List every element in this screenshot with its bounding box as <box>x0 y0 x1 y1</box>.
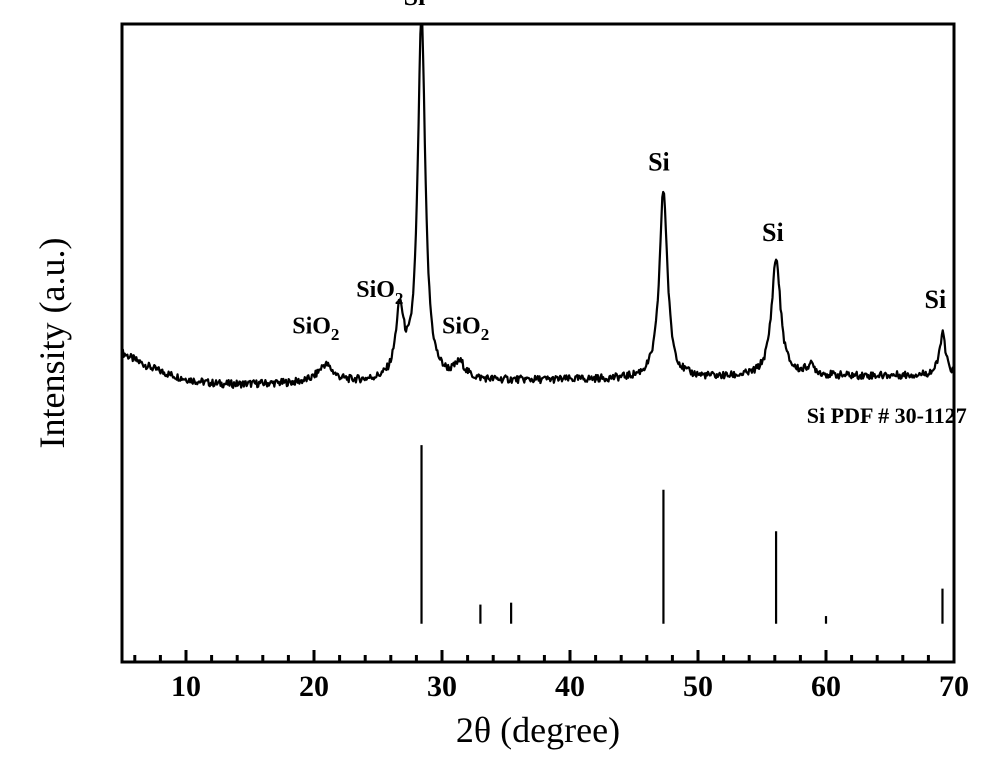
peak-label: Si <box>404 0 426 11</box>
peak-label: Si <box>648 148 670 177</box>
chart-svg: 10 20 30 40 50 60 70 2θ (degree) Intensity (a.u.… <box>0 0 1000 772</box>
x-tick-label: 20 <box>299 670 329 703</box>
x-tick-label: 70 <box>939 670 969 703</box>
x-axis-label: 2θ (degree) <box>456 710 620 750</box>
reference-label: Si PDF # 30-1127 <box>807 403 967 428</box>
y-axis-label: Intensity (a.u.) <box>32 238 72 449</box>
x-tick-label: 30 <box>427 670 457 703</box>
x-tick-label: 60 <box>811 670 841 703</box>
x-tick-label: 10 <box>171 670 201 703</box>
x-tick-label: 40 <box>555 670 585 703</box>
x-tick-label: 50 <box>683 670 713 703</box>
peak-label: Si <box>925 285 947 314</box>
peak-label: Si <box>762 218 784 247</box>
xrd-chart: 10 20 30 40 50 60 70 2θ (degree) Intensity (a.u.… <box>0 0 1000 772</box>
